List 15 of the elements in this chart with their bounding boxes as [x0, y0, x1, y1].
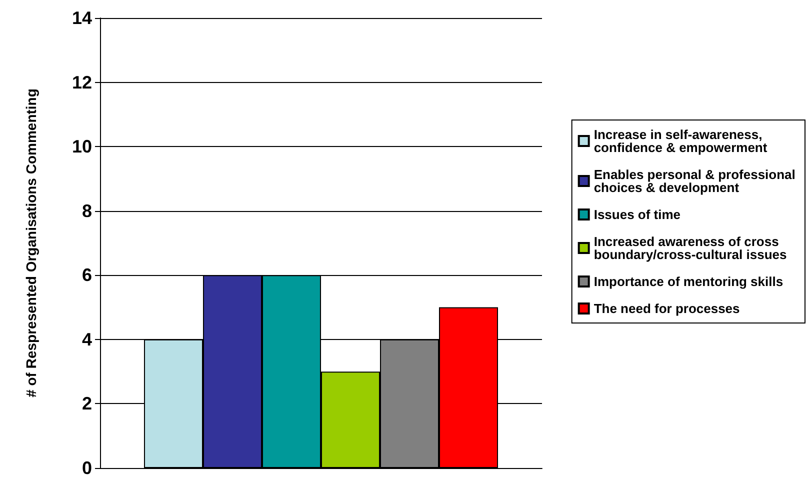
y-tick-label: 2: [82, 394, 92, 414]
y-tick-label: 6: [82, 265, 92, 286]
y-tick-label: 0: [82, 458, 92, 477]
legend-label: Importance of mentoring skills: [594, 274, 784, 289]
y-axis-title: # of Respresented Organisations Commenting: [23, 88, 39, 398]
legend-label: The need for processes: [594, 301, 740, 316]
y-tick-label: 10: [72, 136, 92, 157]
y-tick-label: 12: [72, 72, 92, 92]
legend-label: Enables personal & professional choices & development: [594, 167, 800, 195]
legend-label: Increased awareness of cross boundary/cross-cultural issues: [594, 234, 787, 262]
legend-label: Increase in self-awareness, confidence & empowerment: [594, 127, 768, 155]
legend-label: Issues of time: [594, 207, 681, 222]
y-tick-label: 8: [82, 200, 92, 221]
y-tick-label: 14: [72, 8, 92, 28]
y-tick-label: 4: [82, 329, 92, 350]
